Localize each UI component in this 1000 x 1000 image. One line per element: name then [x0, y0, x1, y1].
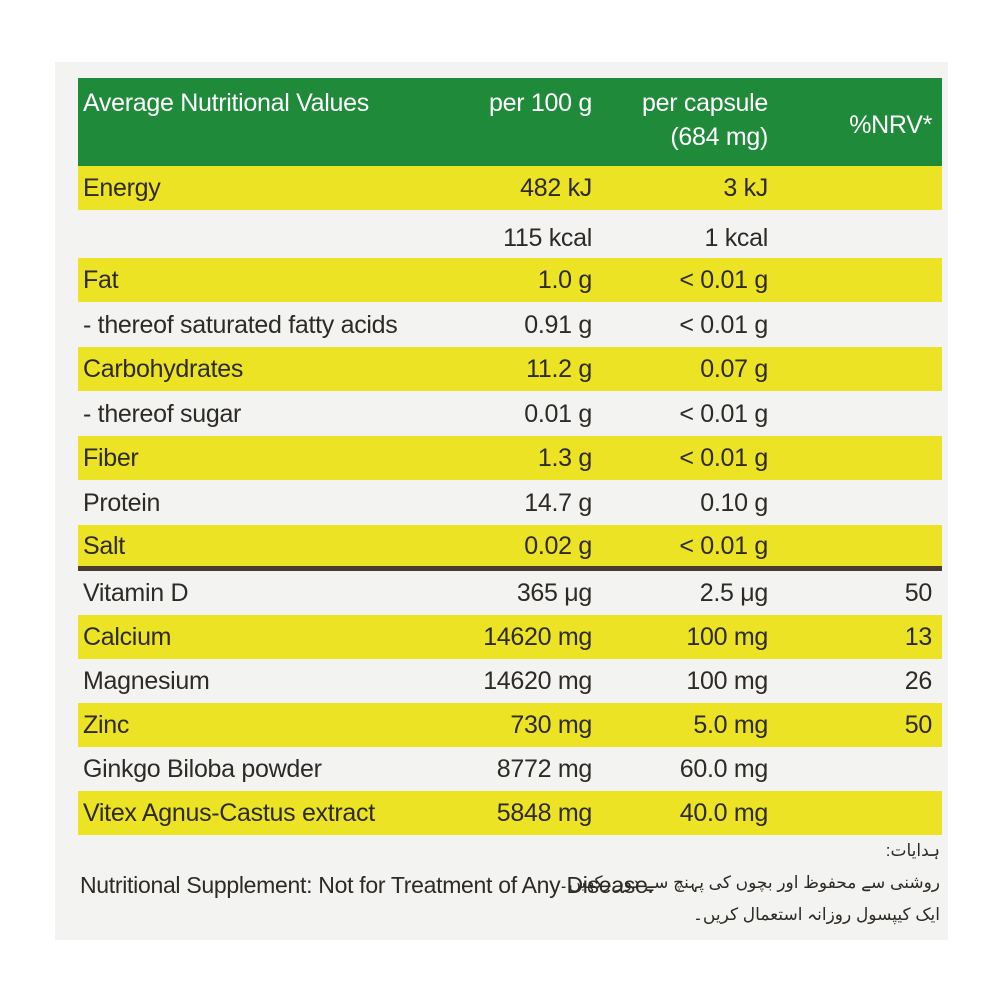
row-per-capsule: 3 kJ — [723, 174, 768, 202]
row-per-capsule: 5.0 mg — [693, 711, 768, 739]
row-per-capsule: 60.0 mg — [679, 755, 769, 783]
row-per-100g: 14620 mg — [483, 667, 592, 695]
table-row: Magnesium 14620 mg 100 mg 26 — [78, 659, 942, 703]
row-nrv: 26 — [904, 667, 933, 695]
row-name: Vitex Agnus-Castus extract — [83, 799, 375, 827]
table-row: Fat 1.0 g < 0.01 g — [78, 258, 942, 302]
row-per-100g: 115 kcal — [503, 224, 592, 252]
header-per-capsule: per capsule — [642, 89, 768, 117]
supplement-disclaimer: Nutritional Supplement: Not for Treatmen… — [80, 872, 654, 898]
row-per-100g: 8772 mg — [496, 755, 593, 783]
table-row: Vitex Agnus-Castus extract 5848 mg 40.0 … — [78, 791, 942, 835]
table-row: Vitamin D 365 μg 2.5 μg 50 — [78, 571, 942, 615]
urdu-instruction-dosage: ایک کیپسول روزانہ استعمال کریں۔ — [692, 905, 940, 924]
header-name: Average Nutritional Values — [83, 89, 369, 117]
row-nrv: 50 — [904, 579, 933, 607]
row-per-capsule: 0.10 g — [700, 489, 768, 517]
table-row: Carbohydrates 11.2 g 0.07 g — [78, 347, 942, 391]
header-nrv: %NRV* — [849, 111, 932, 139]
row-per-100g: 730 mg — [510, 711, 592, 739]
row-per-100g: 14620 mg — [483, 623, 592, 651]
row-per-100g: 0.91 g — [524, 311, 592, 339]
row-name: Energy — [83, 174, 161, 202]
row-name: - thereof saturated fatty acids — [83, 311, 398, 339]
row-name: Fiber — [83, 444, 139, 472]
row-per-100g: 5848 mg — [496, 799, 593, 827]
table-row: - thereof sugar 0.01 g < 0.01 g — [78, 392, 942, 436]
header-per-100g: per 100 g — [489, 89, 592, 117]
table-row: - thereof saturated fatty acids 0.91 g <… — [78, 303, 942, 347]
row-per-100g: 11.2 g — [526, 355, 592, 383]
table-row: Fiber 1.3 g < 0.01 g — [78, 436, 942, 480]
row-name: Salt — [83, 531, 125, 560]
row-name: Calcium — [83, 623, 172, 651]
row-nrv: 13 — [904, 623, 933, 651]
row-per-capsule: 0.07 g — [700, 355, 768, 383]
row-per-capsule: < 0.01 g — [679, 266, 768, 294]
row-per-100g: 482 kJ — [520, 174, 592, 202]
row-nrv: 50 — [904, 711, 933, 739]
row-per-capsule: 40.0 mg — [679, 799, 769, 827]
row-per-capsule: < 0.01 g — [679, 400, 768, 428]
row-per-100g: 0.01 g — [524, 400, 592, 428]
row-name: Magnesium — [83, 667, 210, 695]
table-row: Salt 0.02 g < 0.01 g — [78, 525, 942, 566]
row-per-capsule: 2.5 μg — [699, 579, 769, 607]
row-name: Carbohydrates — [83, 355, 244, 383]
table-row: Protein 14.7 g 0.10 g — [78, 481, 942, 525]
row-per-capsule: 100 mg — [686, 623, 768, 651]
row-per-capsule: < 0.01 g — [679, 444, 768, 472]
row-per-100g: 0.02 g — [524, 531, 592, 560]
row-per-capsule: 100 mg — [686, 667, 768, 695]
table-row: Ginkgo Biloba powder 8772 mg 60.0 mg — [78, 747, 942, 791]
row-per-capsule: 1 kcal — [704, 224, 768, 252]
row-name: Ginkgo Biloba powder — [83, 755, 322, 783]
row-per-100g: 1.3 g — [537, 444, 592, 472]
row-per-100g: 365 μg — [516, 579, 592, 607]
table-row: Zinc 730 mg 5.0 mg 50 — [78, 703, 942, 747]
row-per-100g: 1.0 g — [537, 266, 592, 294]
row-per-capsule: < 0.01 g — [679, 311, 768, 339]
row-name: - thereof sugar — [83, 400, 242, 428]
row-per-100g: 14.7 g — [524, 489, 592, 517]
table-row: Energy 482 kJ 3 kJ — [78, 166, 942, 210]
row-name: Vitamin D — [83, 579, 189, 607]
urdu-instruction-storage: روشنی سے محفوظ اور بچوں کی پہنچ سے دور ر… — [558, 873, 940, 892]
row-name: Zinc — [83, 711, 130, 739]
row-per-capsule: < 0.01 g — [679, 531, 768, 560]
section-divider — [78, 566, 942, 571]
table-header: Average Nutritional Values per 100 g per… — [78, 78, 942, 166]
table-row: 115 kcal 1 kcal — [78, 216, 942, 260]
header-capsule-weight: (684 mg) — [670, 123, 768, 151]
table-row: Calcium 14620 mg 100 mg 13 — [78, 615, 942, 659]
row-name: Fat — [83, 266, 119, 294]
urdu-instructions-heading: ہدایات: — [885, 841, 940, 860]
row-name: Protein — [83, 489, 161, 517]
